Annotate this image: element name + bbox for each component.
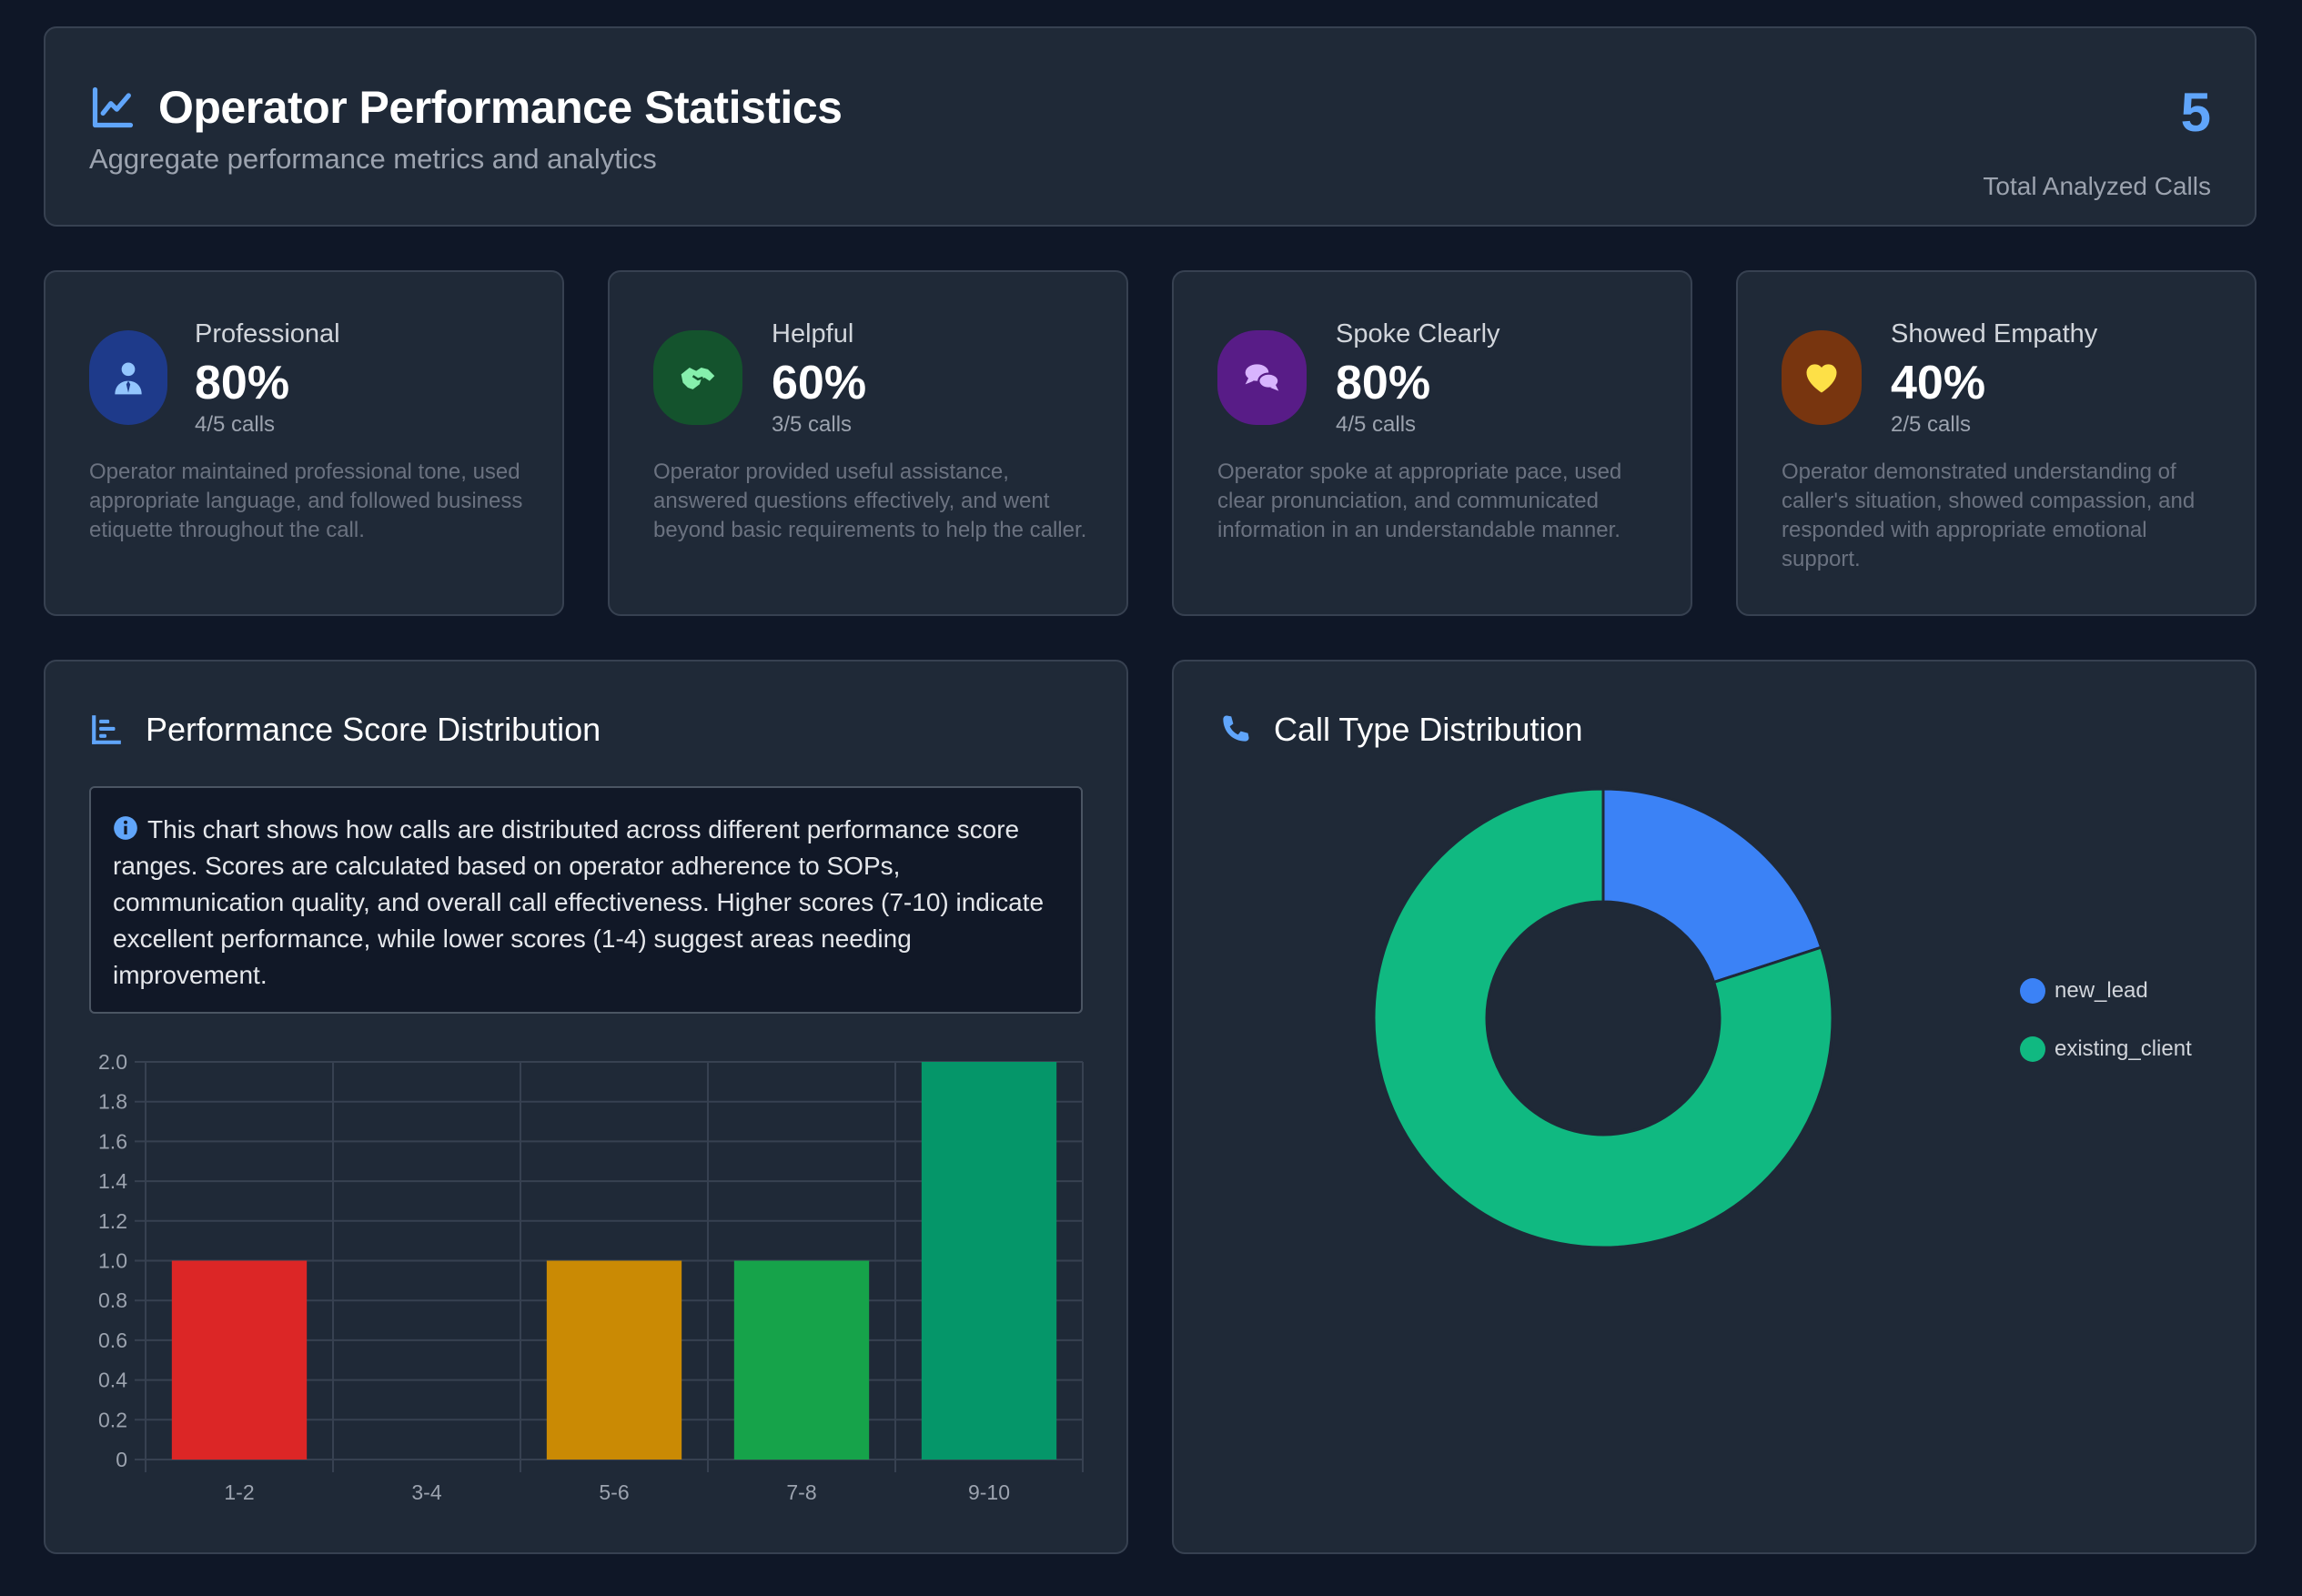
metric-label: Spoke Clearly	[1336, 319, 1500, 348]
metric-icon-circle	[1217, 330, 1307, 425]
bar-9-10[interactable]	[921, 1062, 1057, 1460]
score-distribution-title: Performance Score Distribution	[146, 711, 601, 748]
y-tick-label: 1.4	[98, 1169, 127, 1193]
metric-value: 60%	[772, 357, 867, 409]
metric-value: 80%	[1336, 357, 1431, 409]
metric-card-spoke-clearly: Spoke Clearly 80% 4/5 calls Operator spo…	[1172, 270, 1692, 616]
call-type-header: Call Type Distribution	[1217, 711, 1583, 749]
y-tick-label: 0.2	[98, 1408, 127, 1431]
score-info-box: This chart shows how calls are distribut…	[89, 786, 1083, 1014]
metric-icon-circle	[1782, 330, 1862, 425]
metric-card-professional: Professional 80% 4/5 calls Operator main…	[44, 270, 564, 616]
score-info-text: This chart shows how calls are distribut…	[113, 815, 1045, 989]
y-tick-label: 2.0	[98, 1050, 127, 1074]
metric-label: Professional	[195, 319, 340, 348]
call-type-chart	[1372, 787, 1834, 1249]
metric-card-helpful: Helpful 60% 3/5 calls Operator provided …	[608, 270, 1128, 616]
call-type-card: Call Type Distribution new_lead existing_…	[1172, 660, 2257, 1554]
metric-value: 40%	[1891, 357, 1986, 409]
chart-line-icon	[92, 86, 134, 128]
bar-5-6[interactable]	[546, 1260, 682, 1460]
metric-description: Operator maintained professional tone, u…	[89, 460, 523, 542]
score-distribution-header: Performance Score Distribution	[89, 711, 601, 749]
metric-calls: 4/5 calls	[1336, 412, 1417, 437]
bar-1-2[interactable]	[171, 1260, 308, 1460]
metric-calls: 3/5 calls	[772, 412, 853, 437]
x-tick-label: 9-10	[968, 1480, 1010, 1504]
legend-label: new_lead	[2055, 978, 2148, 1003]
metric-icon-circle	[89, 330, 167, 425]
metric-description: Operator provided useful assistance, ans…	[653, 460, 1087, 542]
heart-icon	[1806, 364, 1837, 393]
score-distribution-chart: 0 0.2 0.4 0.6 0.8 1.0 1.2 1.4 1.6 1.8 2.0 1-2 3-4 5-6…	[98, 1050, 1084, 1504]
legend-swatch	[2020, 978, 2045, 1004]
header-title-row: Operator Performance Statistics	[89, 81, 843, 134]
page-subtitle: Aggregate performance metrics and analyt…	[89, 143, 657, 175]
phone-icon	[1223, 715, 1249, 742]
slice-existing_client[interactable]	[1372, 787, 1834, 1249]
total-calls-label: Total Analyzed Calls	[1983, 172, 2211, 200]
chart-bar-icon	[92, 715, 121, 744]
metric-calls: 4/5 calls	[195, 412, 276, 437]
comments-icon	[1245, 364, 1280, 391]
metric-calls: 2/5 calls	[1891, 412, 1972, 437]
total-calls-value: 5	[2180, 82, 2211, 143]
x-tick-label: 3-4	[411, 1480, 441, 1504]
metric-value: 80%	[195, 357, 290, 409]
score-distribution-card: Performance Score Distribution This char…	[44, 660, 1128, 1554]
page-title: Operator Performance Statistics	[158, 82, 843, 133]
info-circle-icon	[114, 816, 137, 840]
x-tick-label: 1-2	[224, 1480, 254, 1504]
handshake-icon	[681, 368, 715, 389]
y-tick-label: 0.4	[98, 1369, 127, 1392]
slice-new_lead[interactable]	[1601, 787, 1823, 985]
x-tick-label: 7-8	[786, 1480, 816, 1504]
metric-label: Showed Empathy	[1891, 319, 2098, 348]
metric-description: Operator spoke at appropriate pace, used…	[1217, 460, 1622, 542]
metric-label: Helpful	[772, 319, 854, 348]
legend-item-new_lead[interactable]: new_lead	[2020, 978, 2148, 1004]
y-tick-label: 1.0	[98, 1249, 127, 1273]
y-tick-label: 1.2	[98, 1209, 127, 1233]
header-card: Operator Performance Statistics Aggregat…	[44, 26, 2257, 227]
y-tick-label: 0.6	[98, 1328, 127, 1352]
y-tick-label: 0	[116, 1448, 127, 1471]
call-type-title: Call Type Distribution	[1274, 711, 1583, 748]
legend-swatch	[2020, 1036, 2045, 1062]
metric-description: Operator demonstrated understanding of c…	[1782, 460, 2196, 571]
y-tick-label: 1.8	[98, 1090, 127, 1114]
metric-card-showed-empathy: Showed Empathy 40% 2/5 calls Operator de…	[1736, 270, 2257, 616]
metric-icon-circle	[653, 330, 742, 425]
legend-item-existing_client[interactable]: existing_client	[2020, 1036, 2192, 1062]
legend-label: existing_client	[2055, 1036, 2192, 1061]
user-tie-icon	[115, 362, 142, 395]
y-tick-label: 0.8	[98, 1288, 127, 1312]
x-tick-label: 5-6	[599, 1480, 629, 1504]
y-tick-label: 1.6	[98, 1129, 127, 1153]
bar-7-8[interactable]	[733, 1260, 870, 1460]
